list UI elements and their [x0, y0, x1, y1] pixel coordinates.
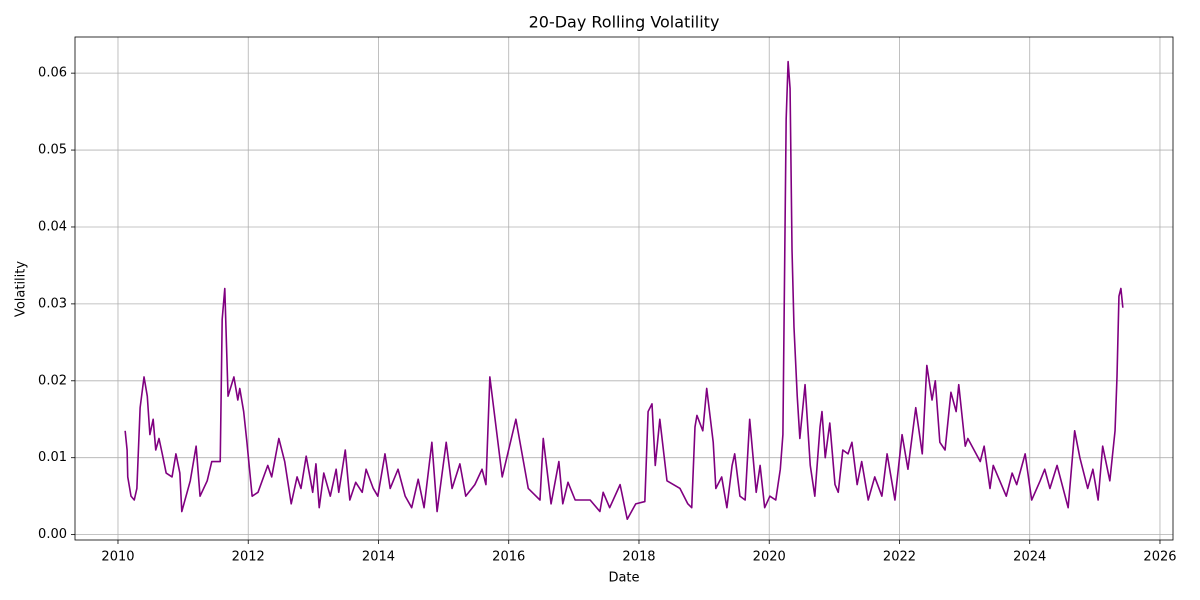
y-tick-label: 0.02 — [38, 373, 67, 388]
x-axis-label: Date — [608, 571, 639, 586]
y-tick-label: 0.04 — [38, 219, 67, 234]
y-tick-label: 0.06 — [38, 66, 67, 81]
x-tick-label: 2024 — [1013, 550, 1046, 565]
plot-frame — [74, 36, 1174, 541]
chart-title: 20-Day Rolling Volatility — [529, 13, 720, 32]
series-line — [124, 60, 1124, 521]
y-tick-label: 0.01 — [38, 450, 67, 465]
x-tick-label: 2026 — [1143, 550, 1176, 565]
x-tick-label: 2018 — [622, 550, 655, 565]
x-tick-label: 2012 — [232, 550, 265, 565]
y-tick-label: 0.03 — [38, 296, 67, 311]
y-axis-label: Volatility — [14, 261, 29, 317]
x-tick-label: 2016 — [492, 550, 525, 565]
x-tick-label: 2022 — [883, 550, 916, 565]
x-tick-label: 2020 — [753, 550, 786, 565]
y-tick-label: 0.05 — [38, 143, 67, 158]
x-tick-label: 2010 — [101, 550, 134, 565]
y-tick-label: 0.00 — [38, 527, 67, 542]
x-tick-label: 2014 — [362, 550, 395, 565]
